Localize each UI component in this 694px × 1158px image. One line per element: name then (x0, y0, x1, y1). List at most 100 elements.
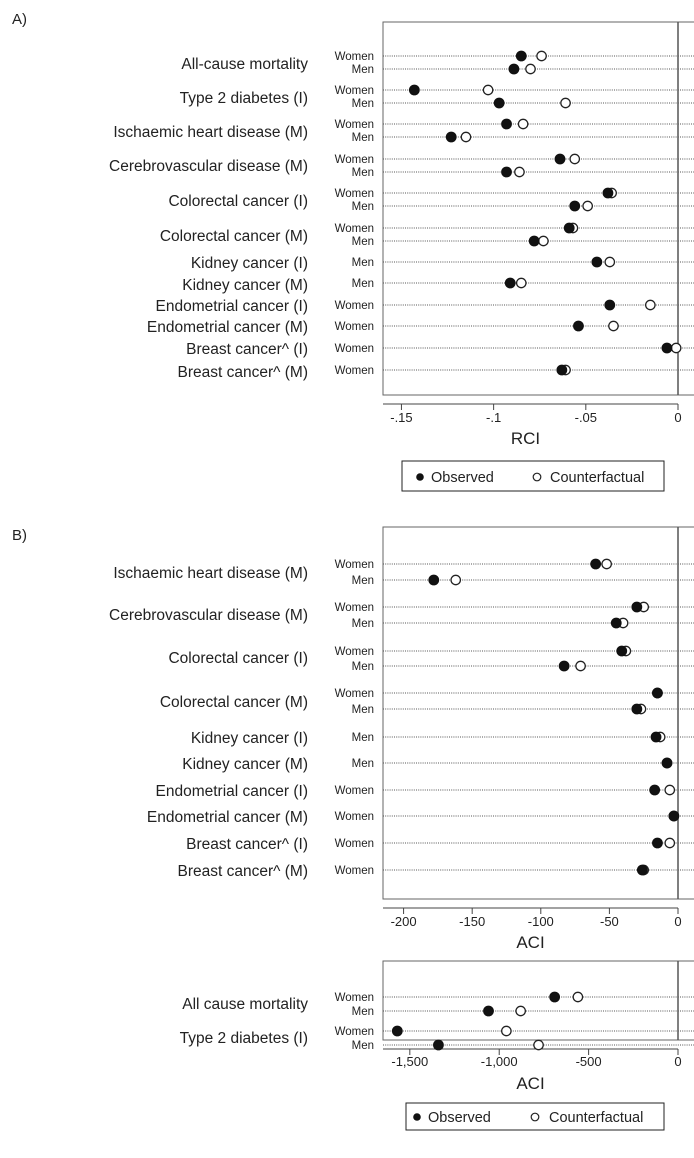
plot-frame (382, 526, 694, 900)
row-label: Endometrial cancer (M) (147, 319, 308, 336)
sex-label: Men (352, 257, 374, 269)
observed-point (616, 645, 628, 657)
sex-label: Men (352, 575, 374, 587)
sex-label: Men (352, 732, 374, 744)
counterfactual-point (482, 84, 494, 96)
sex-label: Men (352, 167, 374, 179)
counterfactual-point (664, 784, 676, 796)
x-tick-label: -.15 (390, 410, 412, 425)
row-label: Ischaemic heart disease (M) (113, 124, 308, 141)
observed-point (569, 200, 581, 212)
observed-point (391, 1025, 403, 1037)
sex-label: Women (335, 300, 374, 312)
x-tick-label: -100 (528, 914, 554, 929)
row-label: Kidney cancer (M) (182, 756, 308, 773)
row-label: Kidney cancer (I) (191, 730, 308, 747)
counterfactual-point (560, 97, 571, 109)
sex-label: Women (335, 223, 374, 235)
sex-label: Women (335, 85, 374, 97)
x-tick-label: 0 (674, 410, 681, 425)
observed-point (604, 299, 616, 311)
row-label: Breast cancer^ (M) (178, 863, 308, 880)
counterfactual-point (501, 1025, 512, 1037)
observed-point (554, 153, 566, 165)
sex-label: Men (352, 704, 374, 716)
counterfactual-point (604, 256, 616, 268)
x-tick-label: -1,000 (481, 1054, 518, 1069)
observed-point (602, 187, 614, 199)
sex-label: Women (335, 559, 374, 571)
counterfactual-point (572, 991, 584, 1003)
x-tick-label: 0 (674, 1054, 681, 1069)
observed-point (573, 320, 584, 332)
counterfactual-point (569, 153, 581, 165)
x-tick-label: -200 (391, 914, 417, 929)
panel-label: A) (12, 11, 27, 28)
counterfactual-point (538, 235, 549, 247)
observed-point (433, 1039, 444, 1051)
sex-label: Men (352, 661, 374, 673)
x-tick-label: 0 (674, 914, 681, 929)
observed-point (549, 991, 561, 1003)
sex-label: Women (335, 811, 374, 823)
legend: Observed Counterfactual (405, 1102, 665, 1131)
x-tick-label: -50 (600, 914, 619, 929)
row-label: All-cause mortality (181, 56, 308, 73)
row-label: Kidney cancer (I) (191, 255, 308, 272)
observed-point (631, 601, 643, 613)
counterfactual-point (525, 63, 536, 75)
counterfactual-point (514, 166, 525, 178)
row-label: Endometrial cancer (I) (156, 783, 308, 800)
sex-label: Men (352, 132, 374, 144)
sex-label: Men (352, 236, 374, 248)
legend-counterfactual-label: Counterfactual (550, 470, 644, 486)
sex-label: Women (335, 646, 374, 658)
counterfactual-point (582, 200, 594, 212)
sex-label: Women (335, 321, 374, 333)
sex-label: Men (352, 64, 374, 76)
counterfactual-point (608, 320, 619, 332)
observed-point (504, 277, 516, 289)
sex-label: Women (335, 119, 374, 131)
panel-label: B) (12, 527, 27, 544)
sex-label: Women (335, 365, 374, 377)
sex-label: Men (352, 1040, 374, 1052)
observed-point (610, 617, 622, 629)
observed-point (652, 687, 663, 699)
row-label: Type 2 diabetes (I) (180, 1030, 308, 1047)
observed-point (501, 118, 512, 130)
legend-observed-marker (416, 473, 424, 481)
chart-panel-1: A) -.15 -.1 -.05 0 RCI All-cause mortality Wome… (12, 11, 694, 492)
counterfactual-point (575, 660, 586, 672)
observed-point (428, 574, 440, 586)
row-label: Breast cancer^ (I) (186, 341, 308, 358)
observed-point (652, 837, 663, 849)
observed-point (508, 63, 520, 75)
sex-label: Men (352, 201, 374, 213)
observed-point (563, 222, 575, 234)
sex-label: Women (335, 602, 374, 614)
row-label: Breast cancer^ (I) (186, 836, 308, 853)
row-label: Cerebrovascular disease (M) (109, 158, 308, 175)
x-axis-label: ACI (516, 933, 544, 952)
counterfactual-point (515, 277, 527, 289)
row-label: Colorectal cancer (I) (168, 650, 308, 667)
observed-point (636, 864, 648, 876)
sex-label: Women (335, 154, 374, 166)
row-label: Endometrial cancer (M) (147, 809, 308, 826)
observed-point (661, 342, 673, 354)
observed-point (591, 256, 603, 268)
observed-point (649, 784, 661, 796)
row-label: Type 2 diabetes (I) (180, 90, 308, 107)
counterfactual-point (601, 558, 613, 570)
sex-label: Men (352, 758, 374, 770)
observed-point (650, 731, 662, 743)
row-label: Colorectal cancer (I) (168, 193, 308, 210)
counterfactual-point (533, 1039, 544, 1051)
row-label: Colorectal cancer (M) (160, 228, 308, 245)
counterfactual-point (644, 299, 656, 311)
observed-point (408, 84, 420, 96)
sex-label: Women (335, 785, 374, 797)
observed-point (556, 364, 568, 376)
